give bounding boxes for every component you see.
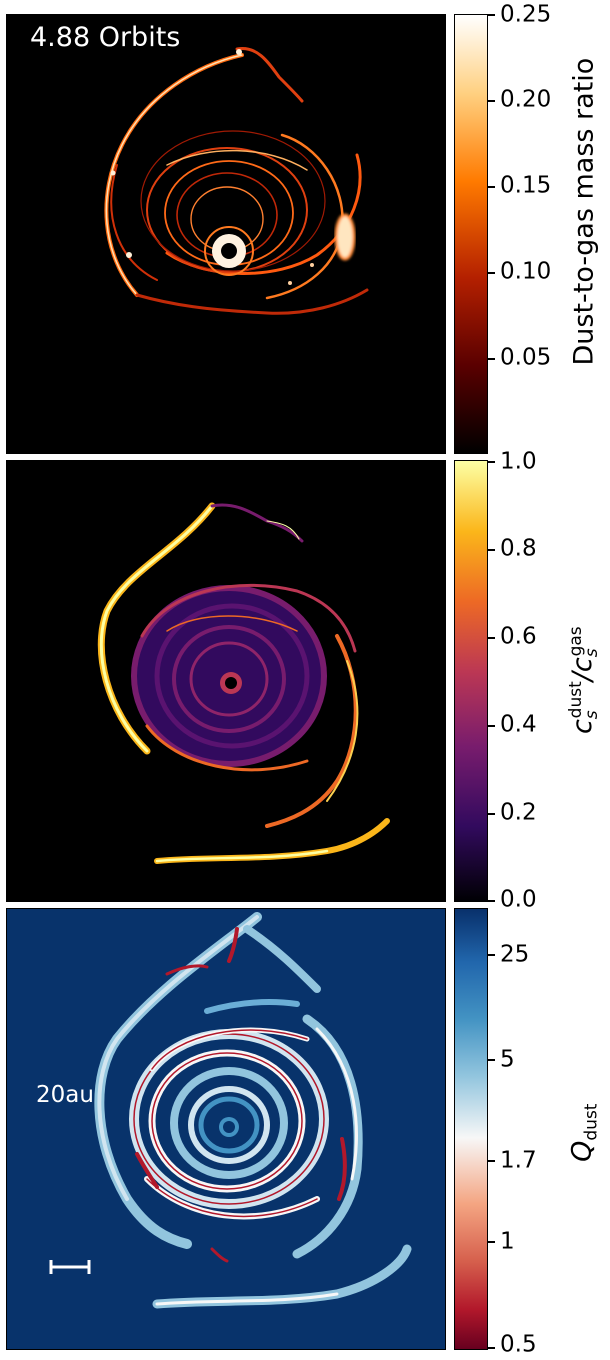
colorbar-dust-to-gas bbox=[454, 14, 488, 454]
scale-bar bbox=[49, 1260, 91, 1274]
tick-mark bbox=[488, 358, 495, 360]
tick-mark bbox=[488, 813, 495, 815]
colorbar-sound-speed-ratio bbox=[454, 460, 488, 902]
dust-spiral-structure bbox=[104, 46, 369, 315]
tick-label: 0.05 bbox=[500, 344, 552, 371]
tick-mark bbox=[488, 1347, 495, 1349]
tick-label: 0.25 bbox=[500, 1, 552, 28]
tick-mark bbox=[488, 186, 495, 188]
tick-mark bbox=[488, 725, 495, 727]
sound-speed-spiral-structure bbox=[97, 502, 390, 864]
q-dust-spiral-structure bbox=[94, 912, 412, 1309]
tick-mark bbox=[488, 1241, 495, 1243]
tick-mark bbox=[488, 272, 495, 274]
tick-label: 0.10 bbox=[500, 258, 552, 285]
toomre-q-dust-map bbox=[6, 908, 446, 1350]
tick-label: 1 bbox=[500, 1228, 515, 1255]
colorbar-label-dust-to-gas: Dust-to-gas mass ratio bbox=[568, 57, 600, 366]
tick-mark bbox=[488, 461, 495, 463]
tick-label: 0.8 bbox=[500, 535, 537, 562]
tick-label: 1.7 bbox=[500, 1147, 537, 1174]
tick-label: 1.0 bbox=[500, 448, 537, 475]
orbit-count-annotation: 4.88 Orbits bbox=[30, 22, 181, 53]
tick-label: 0.4 bbox=[500, 711, 537, 738]
tick-label: 0.15 bbox=[500, 172, 552, 199]
tick-mark bbox=[488, 1059, 495, 1061]
colorbar-label-sound-speed-ratio: csdust/csgas bbox=[565, 626, 603, 735]
tick-label: 0.2 bbox=[500, 799, 537, 826]
tick-label: 25 bbox=[500, 941, 530, 968]
tick-label: 0.20 bbox=[500, 86, 552, 113]
tick-mark bbox=[488, 1160, 495, 1162]
colorbar-label-q-dust: Qdust bbox=[566, 1103, 602, 1162]
tick-label: 5 bbox=[500, 1046, 515, 1073]
tick-label: 0.5 bbox=[500, 1331, 537, 1358]
tick-mark bbox=[488, 900, 495, 902]
tick-mark bbox=[488, 549, 495, 551]
colorbar-q-dust bbox=[454, 908, 488, 1350]
tick-mark bbox=[488, 100, 495, 102]
scale-bar-label: 20au bbox=[36, 1082, 94, 1108]
dust-to-gas-map bbox=[6, 14, 446, 454]
tick-label: 0.6 bbox=[500, 623, 537, 650]
sound-speed-ratio-map bbox=[6, 460, 446, 902]
tick-mark bbox=[488, 954, 495, 956]
tick-label: 0.0 bbox=[500, 886, 537, 913]
tick-mark bbox=[488, 14, 495, 16]
tick-mark bbox=[488, 637, 495, 639]
